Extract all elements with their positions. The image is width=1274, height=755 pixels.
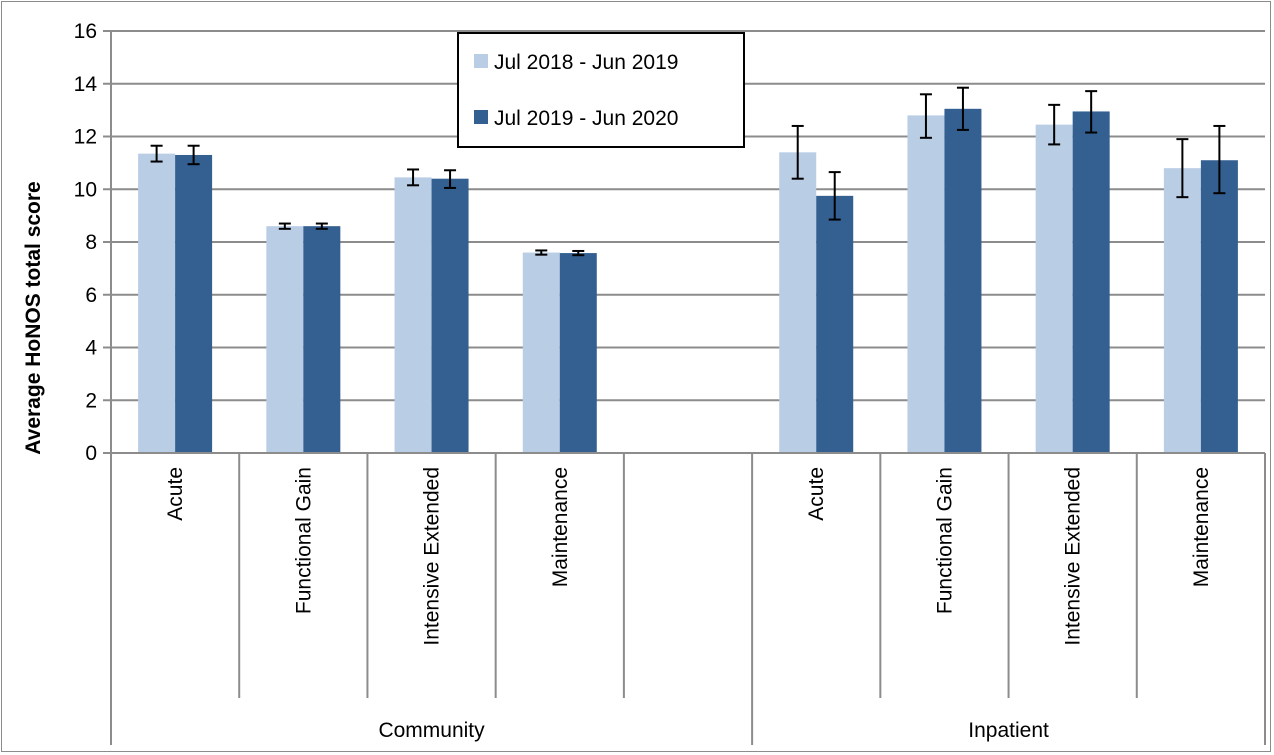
bars	[138, 108, 1238, 454]
y-axis-label: Average HoNOS total score	[22, 181, 45, 454]
legend-swatch	[474, 54, 488, 68]
y-tick-label: 6	[85, 284, 97, 307]
y-tick-label: 4	[85, 337, 97, 360]
error-bars	[150, 86, 1226, 257]
bar	[816, 195, 854, 453]
bar	[175, 154, 213, 453]
bar	[779, 152, 817, 453]
bar	[1200, 160, 1238, 454]
legend-box	[457, 32, 745, 148]
group-label: Community	[378, 719, 485, 742]
category-label: Maintenance	[1190, 467, 1213, 587]
bar	[303, 226, 341, 453]
y-tick-label: 10	[74, 178, 97, 201]
y-tick-label: 0	[85, 442, 97, 465]
y-tick-label: 14	[74, 73, 98, 96]
category-label: Maintenance	[549, 467, 572, 587]
bar	[1163, 168, 1201, 453]
category-label: Functional Gain	[292, 467, 315, 614]
axes	[110, 31, 1266, 745]
group-labels: Community Inpatient	[378, 719, 1049, 742]
bar	[394, 177, 432, 453]
y-tick-label: 8	[85, 231, 97, 254]
bar	[138, 153, 176, 454]
category-label: Intensive Extended	[421, 467, 444, 646]
bar	[266, 226, 304, 453]
bar	[431, 178, 469, 453]
y-tick-label: 2	[85, 389, 97, 412]
bar	[1072, 111, 1110, 453]
legend-label: Jul 2019 - Jun 2020	[494, 107, 678, 130]
category-label: Acute	[805, 467, 828, 521]
category-label: Functional Gain	[933, 467, 956, 614]
bar	[907, 115, 945, 454]
bar	[559, 253, 597, 453]
group-label: Inpatient	[968, 719, 1049, 742]
y-tick-label: 12	[74, 126, 97, 149]
category-labels: Acute Functional Gain Intensive Extended Ma…	[164, 467, 1213, 646]
y-tick-label: 16	[74, 20, 97, 43]
category-label: Acute	[164, 467, 187, 521]
bar	[1035, 124, 1073, 453]
bar	[522, 252, 560, 453]
legend-swatch	[474, 110, 488, 124]
y-tick-labels: 0 2 4 6 8 10 12 14 16	[74, 20, 98, 465]
legend: Jul 2018 - Jun 2019 Jul 2019 - Jun 2020	[457, 32, 745, 148]
category-label: Intensive Extended	[1062, 467, 1085, 646]
legend-label: Jul 2018 - Jun 2019	[494, 51, 678, 74]
bar	[944, 108, 982, 454]
